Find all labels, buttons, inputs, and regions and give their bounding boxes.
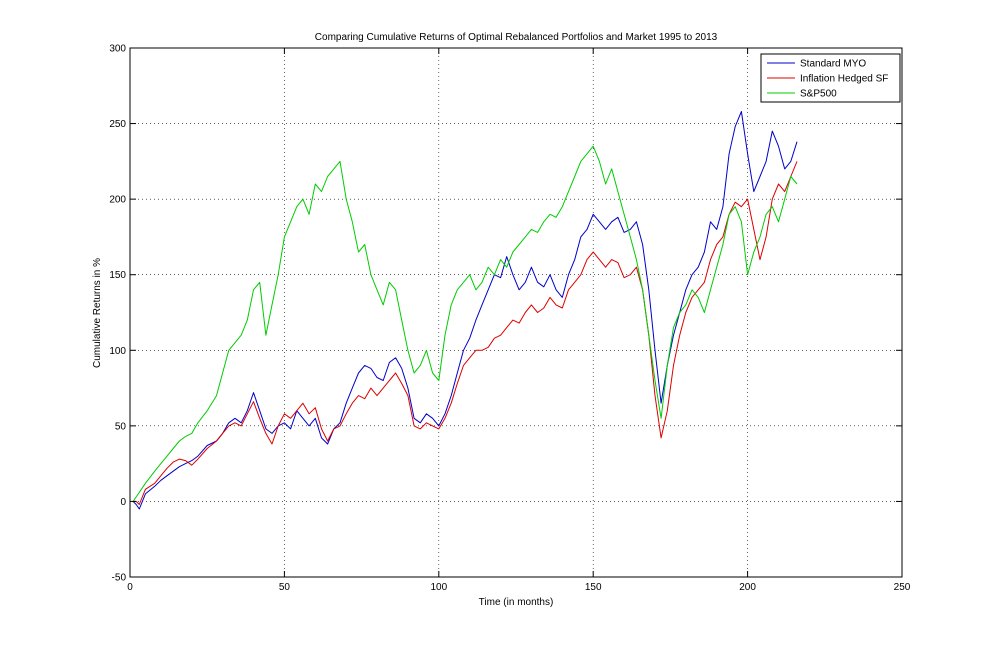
y-tick-label: 0 [120, 497, 126, 508]
x-tick-label: 100 [430, 582, 447, 593]
y-axis-label: Cumulative Returns in % [92, 258, 103, 368]
y-tick-label: 300 [109, 44, 126, 55]
y-tick-label: 250 [109, 119, 126, 130]
x-axis-label: Time (in months) [479, 597, 554, 608]
legend-label-sp500: S&P500 [800, 89, 837, 100]
x-tick-label: 0 [127, 582, 133, 593]
x-tick-label: 50 [279, 582, 291, 593]
legend-label-standard-myo: Standard MYO [800, 59, 866, 70]
plot-area [130, 48, 902, 577]
legend-label-inflation-hedged-sf: Inflation Hedged SF [800, 74, 888, 85]
y-tick-label: 200 [109, 195, 126, 206]
y-tick-label: -50 [112, 573, 127, 584]
y-tick-label: 150 [109, 270, 126, 281]
y-tick-label: 50 [115, 421, 127, 432]
series-line-inflation-hedged-sf [133, 161, 798, 505]
axis-ticks [129, 47, 903, 578]
grid-lines [130, 48, 902, 577]
x-tick-label: 250 [894, 582, 911, 593]
series-line-standard-myo [132, 111, 798, 510]
legend: Standard MYO Inflation Hedged SF S&P500 [760, 53, 901, 103]
chart-title: Comparing Cumulative Returns of Optimal … [315, 32, 718, 43]
x-tick-label: 150 [585, 582, 602, 593]
x-tick-label: 200 [739, 582, 756, 593]
y-tick-label: 100 [109, 346, 126, 357]
series-line-s-p500 [132, 145, 798, 502]
series-lines [132, 111, 798, 510]
axes-frame [129, 47, 903, 578]
